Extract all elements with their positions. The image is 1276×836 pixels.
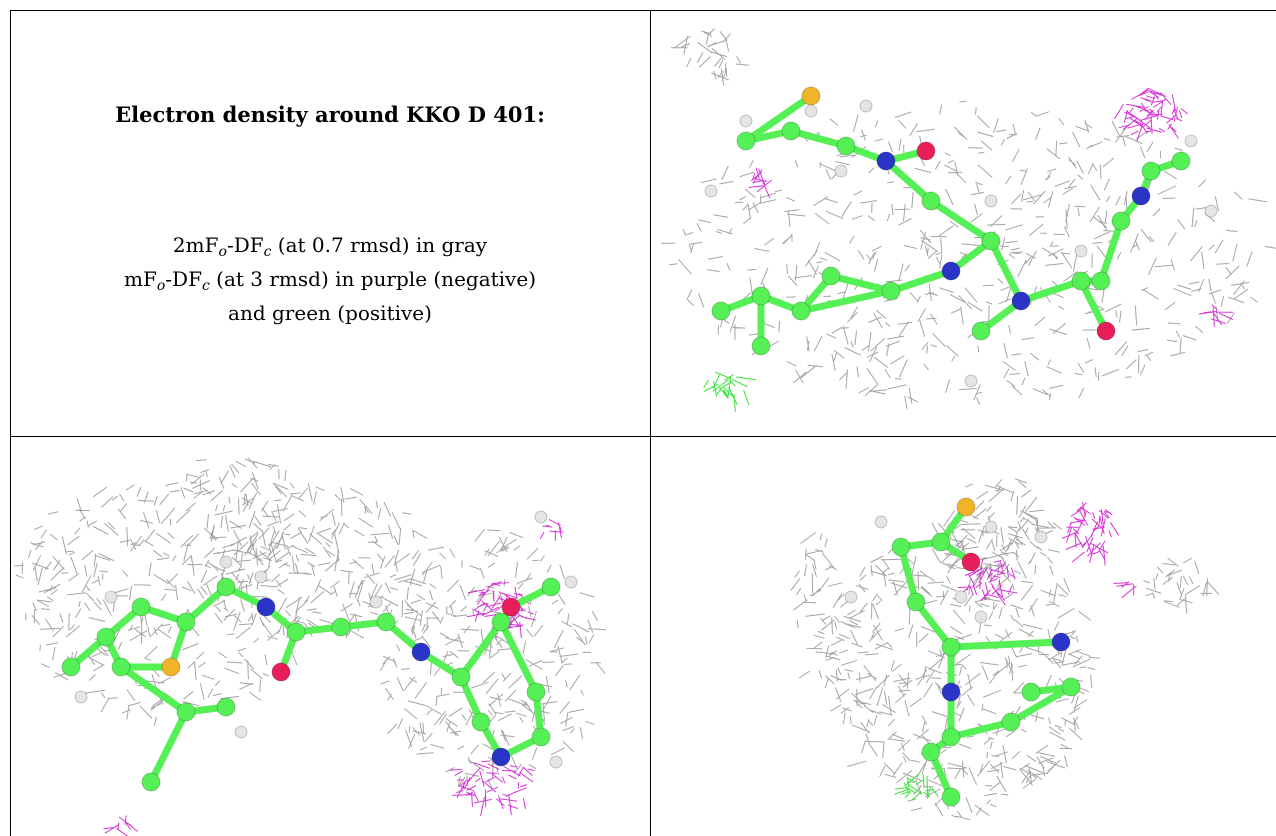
density-mesh-negative-fragment [539,518,564,541]
density-mesh-gray-core [825,522,1100,821]
table-divider-vertical [650,10,651,836]
density-view-bottom-right [651,437,1276,836]
ligand-model-1 [704,86,1218,388]
density-view-top-right [651,11,1276,436]
density-mesh-negative [1114,87,1189,142]
density-mesh-positive [703,371,756,412]
density-mesh-gray-top [165,457,287,510]
ligand-model-3 [844,497,1081,807]
description-line-2: mFo-DFc (at 3 rmsd) in purple (negative) [124,267,536,294]
figure-title: Electron density around KKO D 401: [115,102,545,127]
molecule-render-1 [661,28,1276,412]
density-mesh-gray-side [790,532,862,689]
figure-description: 2mFo-DFc (at 0.7 rmsd) in gray mFo-DFc (… [10,232,650,327]
density-mesh-gray-right [379,528,607,788]
density-view-bottom-left [11,437,650,836]
molecule-render-3 [790,478,1220,821]
density-mesh-negative-dot [1113,581,1137,599]
density-mesh-negative-upper [1061,501,1120,566]
density-mesh-negative-corner [103,815,139,836]
table-border-left [10,10,11,836]
description-line-3: and green (positive) [228,301,432,325]
density-mesh-negative-edge [1198,304,1234,327]
figure-table: Electron density around KKO D 401: 2mFo-… [10,10,1276,836]
density-mesh-gray-upper [942,478,1063,586]
table-border-top [10,10,1276,11]
caption-cell: Electron density around KKO D 401: 2mFo-… [10,10,650,436]
density-mesh-positive [894,773,939,801]
ligand-model-2 [61,510,578,792]
density-mesh-gray-fragment [670,28,750,86]
density-mesh-gray-right [1143,557,1220,614]
density-mesh-gray-middle [202,482,428,639]
table-divider-horizontal [10,436,1276,437]
density-mesh-negative-small [748,167,773,199]
density-mesh-negative-lower [449,760,535,817]
description-line-1: 2mFo-DFc (at 0.7 rmsd) in gray [172,233,488,260]
molecule-render-2 [14,457,607,836]
